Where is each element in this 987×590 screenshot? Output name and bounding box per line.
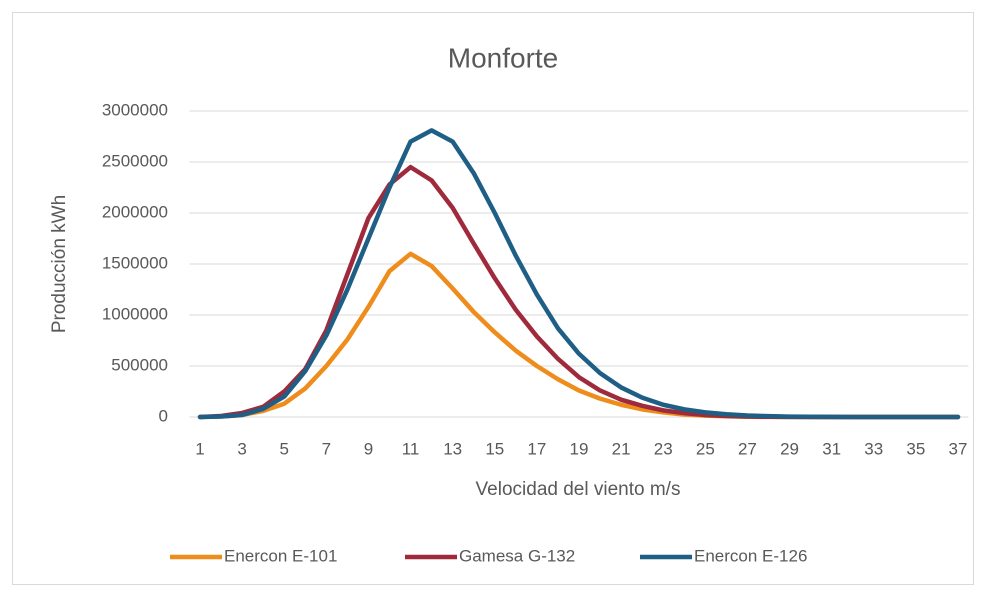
x-tick-label: 1 xyxy=(195,439,204,458)
x-tick-label: 5 xyxy=(280,439,289,458)
x-tick-label: 21 xyxy=(612,439,631,458)
series-line xyxy=(197,128,961,420)
x-tick-label: 3 xyxy=(237,439,246,458)
y-tick-label: 1500000 xyxy=(102,253,168,272)
x-tick-label: 11 xyxy=(402,439,420,458)
x-tick-label: 37 xyxy=(949,439,968,458)
y-tick-label: 2000000 xyxy=(102,202,168,221)
x-axis-label: Velocidad del viento m/s xyxy=(476,479,681,500)
y-tick-label: 3000000 xyxy=(102,100,168,119)
y-tick-label: 0 xyxy=(159,406,168,425)
y-tick-label: 500000 xyxy=(111,355,168,374)
x-tick-label: 23 xyxy=(654,439,673,458)
x-tick-label: 9 xyxy=(364,439,373,458)
x-tick-label: 7 xyxy=(322,439,331,458)
legend-label: Gamesa G-132 xyxy=(459,546,575,565)
x-tick-label: 13 xyxy=(443,439,462,458)
y-axis-label: Producción kWh xyxy=(49,195,70,333)
x-tick-label: 29 xyxy=(780,439,799,458)
x-tick-label: 17 xyxy=(527,439,546,458)
x-tick-label: 31 xyxy=(822,439,841,458)
x-tick-label: 33 xyxy=(864,439,883,458)
legend-label: Enercon E-101 xyxy=(224,546,337,565)
x-tick-label: 25 xyxy=(696,439,715,458)
chart-title: Monforte xyxy=(448,42,559,73)
y-tick-label: 2500000 xyxy=(102,151,168,170)
chart-frame xyxy=(12,12,974,585)
x-tick-label: 27 xyxy=(738,439,757,458)
x-tick-label: 15 xyxy=(485,439,504,458)
legend-label: Enercon E-126 xyxy=(694,546,807,565)
y-tick-label: 1000000 xyxy=(102,304,168,323)
x-tick-label: 35 xyxy=(906,439,925,458)
x-tick-label: 19 xyxy=(570,439,589,458)
